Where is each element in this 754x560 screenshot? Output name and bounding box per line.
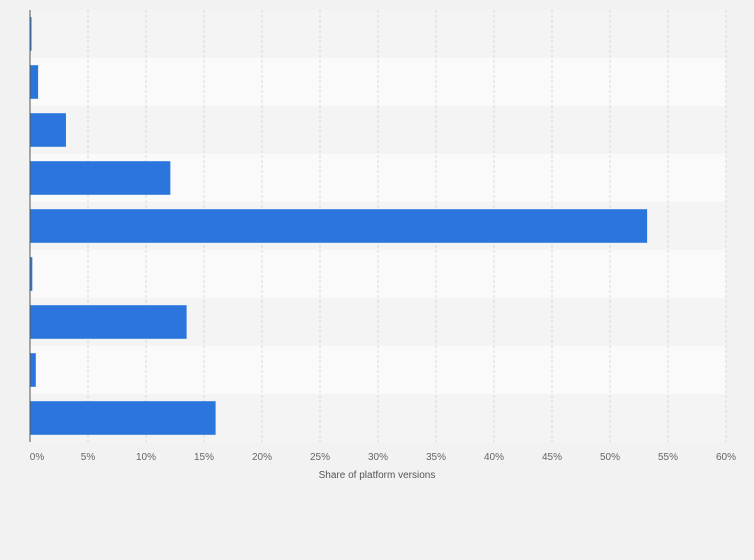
bar	[30, 257, 33, 291]
bars	[30, 17, 648, 435]
bar	[30, 353, 36, 387]
bar	[30, 113, 66, 147]
bar	[30, 17, 32, 51]
bar	[30, 65, 39, 99]
x-tick-label: 30%	[368, 452, 388, 463]
x-tick-label: 25%	[310, 452, 330, 463]
x-tick-label: 15%	[194, 452, 214, 463]
x-tick-label: 40%	[484, 452, 504, 463]
x-tick-label: 20%	[252, 452, 272, 463]
x-tick-label: 45%	[542, 452, 562, 463]
x-axis-title: Share of platform versions	[319, 470, 436, 481]
x-tick-label: 55%	[658, 452, 678, 463]
x-tick-label: 10%	[136, 452, 156, 463]
bar	[30, 401, 216, 435]
x-tick-label: 50%	[600, 452, 620, 463]
bar	[30, 161, 171, 195]
x-tick-label: 35%	[426, 452, 446, 463]
x-tick-label: 60%	[716, 452, 736, 463]
bar	[30, 209, 648, 243]
bar	[30, 305, 187, 339]
x-tick-labels: 0% 5% 10% 15% 20% 25% 30% 35% 40% 45% 50% 55% 60%	[30, 452, 736, 463]
x-tick-label: 0%	[30, 452, 45, 463]
x-tick-label: 5%	[81, 452, 96, 463]
